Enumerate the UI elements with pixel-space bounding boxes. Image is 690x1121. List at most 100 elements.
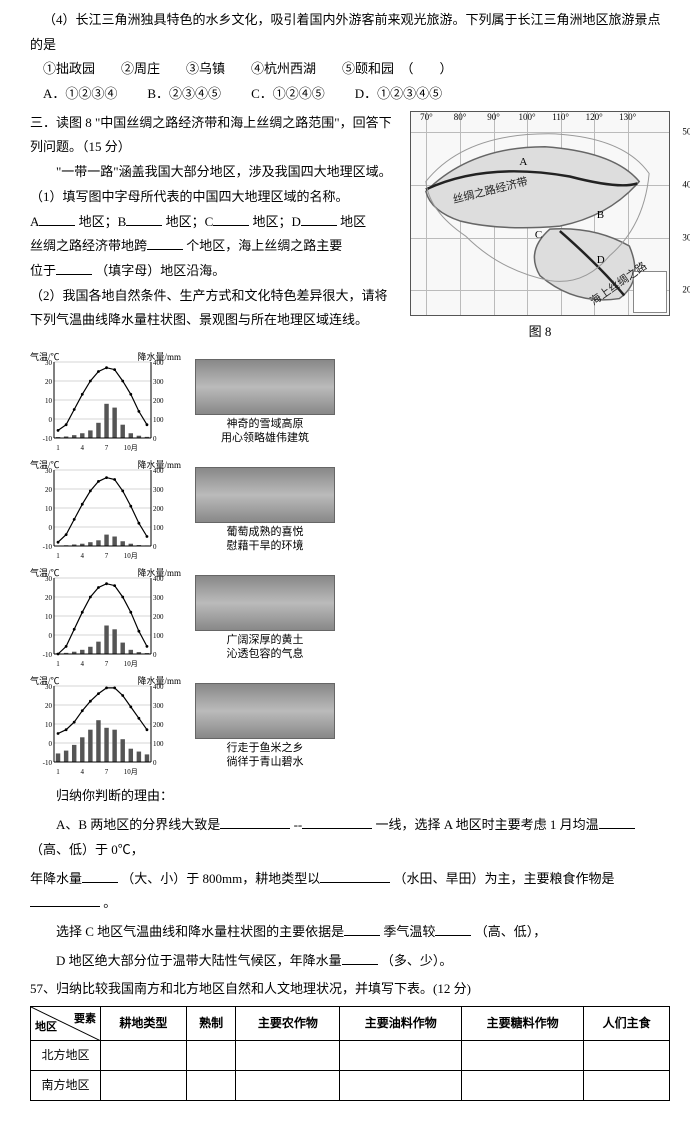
blank[interactable] xyxy=(220,816,290,829)
blank[interactable] xyxy=(320,870,390,883)
svg-text:20: 20 xyxy=(45,486,53,494)
cell[interactable] xyxy=(462,1070,584,1100)
line-ab: A、B 两地区的分界线大致是 -- 一线，选择 A 地区时主要考虑 1 月均温 … xyxy=(30,813,670,862)
text: （水田、旱田）为主，主要粮食作物是 xyxy=(394,871,615,886)
blank-d[interactable] xyxy=(301,213,337,226)
scenic-block: 神奇的雪域高原用心领略雄伟建筑 xyxy=(195,359,335,446)
cell[interactable] xyxy=(584,1040,670,1070)
text: D 地区绝大部分位于温带大陆性气候区，年降水量 xyxy=(30,953,342,968)
q4-choice-d[interactable]: D．①②③④⑤ xyxy=(355,82,442,107)
svg-text:300: 300 xyxy=(153,486,164,494)
svg-text:1: 1 xyxy=(56,768,60,776)
q4-choice-b[interactable]: B．②③④⑤ xyxy=(147,82,221,107)
q3-sub1-b: 丝绸之路经济带地跨 个地区，海上丝绸之路主要 xyxy=(30,234,400,259)
svg-text:10: 10 xyxy=(45,613,53,621)
text: 年降水量 xyxy=(30,871,82,886)
blank[interactable] xyxy=(342,952,378,965)
svg-text:10月: 10月 xyxy=(124,768,138,776)
blank[interactable] xyxy=(302,816,372,829)
blank-a[interactable] xyxy=(39,213,75,226)
q4-choice-c[interactable]: C．①②④⑤ xyxy=(251,82,325,107)
blank-count[interactable] xyxy=(147,237,183,250)
blank-c[interactable] xyxy=(213,213,249,226)
cell[interactable] xyxy=(236,1040,340,1070)
svg-text:4: 4 xyxy=(81,660,85,668)
svg-text:300: 300 xyxy=(153,594,164,602)
reason-label: 归纳你判断的理由： xyxy=(30,784,670,809)
cell[interactable] xyxy=(340,1040,462,1070)
scenic-block: 葡萄成熟的喜悦慰藉干旱的环境 xyxy=(195,467,335,554)
comparison-table: 要素 地区 耕地类型 熟制 主要农作物 主要油料作物 主要糖料作物 人们主食 北… xyxy=(30,1006,670,1101)
col4: 主要油料作物 xyxy=(340,1006,462,1040)
q3-sub1-lead: （1）填写图中字母所代表的中国四大地理区域的名称。 xyxy=(30,185,400,210)
svg-text:1: 1 xyxy=(56,660,60,668)
svg-text:0: 0 xyxy=(49,524,53,532)
diag-bottom: 地区 xyxy=(35,1017,57,1038)
scenic-caption: 行走于鱼米之乡徜徉于青山碧水 xyxy=(195,741,335,770)
blank[interactable] xyxy=(599,816,635,829)
cell[interactable] xyxy=(584,1070,670,1100)
svg-text:1: 1 xyxy=(56,552,60,560)
q3-sub1-fill: A 地区；B 地区；C 地区；D 地区 xyxy=(30,210,400,235)
cell[interactable] xyxy=(186,1040,236,1070)
svg-text:10月: 10月 xyxy=(124,660,138,668)
svg-text:0: 0 xyxy=(49,632,53,640)
svg-text:20: 20 xyxy=(45,702,53,710)
svg-text:7: 7 xyxy=(105,552,109,560)
cell[interactable] xyxy=(101,1040,187,1070)
text: （高、低）于 0℃， xyxy=(30,842,144,857)
blank[interactable] xyxy=(82,870,118,883)
q4-text: （4）长江三角洲独具特色的水乡文化，吸引着国内外游客前来观光旅游。下列属于长江三… xyxy=(30,8,670,57)
blank[interactable] xyxy=(344,923,380,936)
q3-intro: "一带一路"涵盖我国大部分地区，涉及我国四大地理区域。 xyxy=(30,160,400,185)
svg-text:200: 200 xyxy=(153,721,164,729)
text: 一线，选择 A 地区时主要考虑 1 月均温 xyxy=(375,817,598,832)
scenic-caption: 广阔深厚的黄土沁透包容的气息 xyxy=(195,633,335,662)
text: A、B 两地区的分界线大致是 xyxy=(30,817,220,832)
climate-chart: 3020100-10400300200100014710月气温/℃降水量/mm xyxy=(30,460,175,560)
svg-text:10月: 10月 xyxy=(124,552,138,560)
scenic-image xyxy=(195,575,335,631)
col2: 熟制 xyxy=(186,1006,236,1040)
svg-text:100: 100 xyxy=(153,740,164,748)
q3-lead: 三．读图 8 "中国丝绸之路经济带和海上丝绸之路范围"，回答下列问题。（15 分… xyxy=(30,111,400,160)
cell[interactable] xyxy=(340,1070,462,1100)
th-diag: 要素 地区 xyxy=(31,1006,101,1040)
col6: 人们主食 xyxy=(584,1006,670,1040)
line-c: 选择 C 地区气温曲线和降水量柱状图的主要依据是 季气温较 （高、低）， xyxy=(30,920,670,945)
fill-c-label: 地区；C xyxy=(166,214,214,229)
text: 个地区，海上丝绸之路主要 xyxy=(186,238,342,253)
svg-text:1: 1 xyxy=(56,444,60,452)
blank[interactable] xyxy=(30,894,100,907)
svg-text:7: 7 xyxy=(105,768,109,776)
svg-text:100: 100 xyxy=(153,416,164,424)
svg-text:-10: -10 xyxy=(43,435,53,443)
scenic-block: 行走于鱼米之乡徜徉于青山碧水 xyxy=(195,683,335,770)
climate-chart: 3020100-10400300200100014710月气温/℃降水量/mm xyxy=(30,676,175,776)
fill-tail: 地区 xyxy=(340,214,366,229)
svg-text:-10: -10 xyxy=(43,543,53,551)
scenic-block: 广阔深厚的黄土沁透包容的气息 xyxy=(195,575,335,662)
svg-text:100: 100 xyxy=(153,632,164,640)
svg-text:10: 10 xyxy=(45,721,53,729)
svg-text:200: 200 xyxy=(153,613,164,621)
table-row: 北方地区 xyxy=(31,1040,670,1070)
map-caption: 图 8 xyxy=(410,320,670,345)
svg-text:-10: -10 xyxy=(43,759,53,767)
q4-choice-a[interactable]: A．①②③④ xyxy=(43,82,117,107)
cell[interactable] xyxy=(236,1070,340,1100)
svg-text:4: 4 xyxy=(81,552,85,560)
svg-text:4: 4 xyxy=(81,768,85,776)
cell[interactable] xyxy=(186,1070,236,1100)
svg-text:7: 7 xyxy=(105,444,109,452)
text: （多、少）。 xyxy=(381,953,453,968)
q4-items: ①拙政园 ②周庄 ③乌镇 ④杭州西湖 ⑤颐和园 （ ） xyxy=(30,57,670,82)
scenic-caption: 神奇的雪域高原用心领略雄伟建筑 xyxy=(195,417,335,446)
blank[interactable] xyxy=(435,923,471,936)
cell[interactable] xyxy=(462,1040,584,1070)
cell[interactable] xyxy=(101,1070,187,1100)
chart-row: 3020100-10400300200100014710月气温/℃降水量/mm行… xyxy=(30,676,670,776)
blank-b[interactable] xyxy=(126,213,162,226)
blank-letter[interactable] xyxy=(56,262,92,275)
svg-text:200: 200 xyxy=(153,397,164,405)
